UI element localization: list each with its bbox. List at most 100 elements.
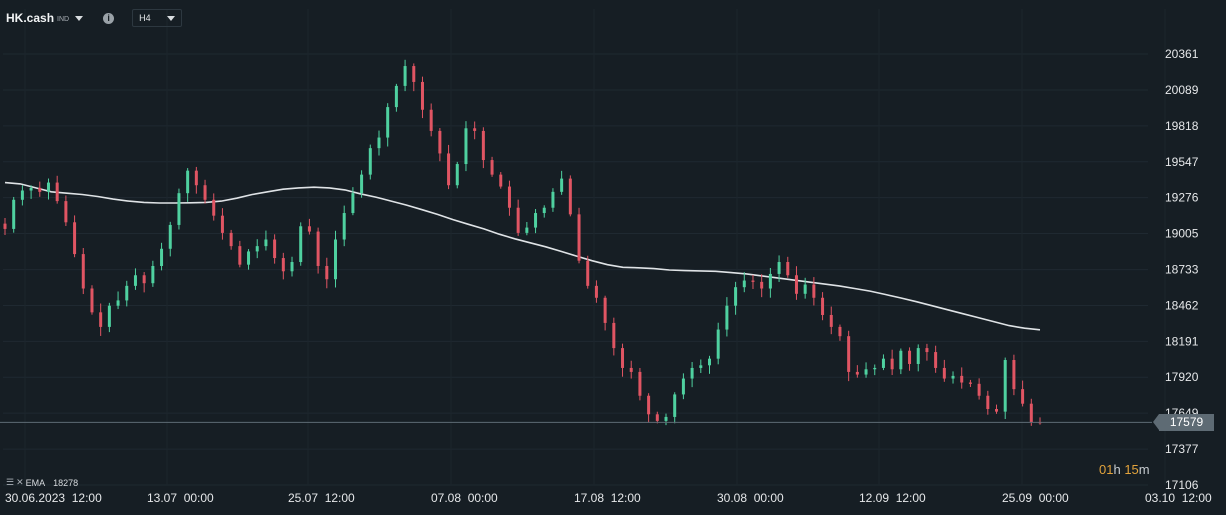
candle-body <box>238 246 242 265</box>
bull-candle <box>542 205 546 218</box>
bear-candle <box>751 274 755 289</box>
candle-body <box>499 174 503 187</box>
bull-candle <box>1003 357 1007 420</box>
bear-candle <box>516 199 520 236</box>
bear-candle <box>890 349 894 376</box>
candle-body <box>290 262 294 272</box>
candle-body <box>855 371 859 375</box>
bear-candle <box>655 411 659 424</box>
candle-body <box>281 258 285 272</box>
timeframe-select[interactable]: H4 <box>132 9 182 27</box>
candle-body <box>777 262 781 274</box>
candle-body <box>473 128 477 131</box>
bear-candle <box>594 280 598 303</box>
bear-candle <box>986 390 990 415</box>
candle-body <box>107 305 111 327</box>
candle-body <box>725 305 729 330</box>
candle-body <box>986 395 990 409</box>
bull-candle <box>168 221 172 257</box>
candle-body <box>908 350 912 364</box>
bull-candle <box>551 188 555 212</box>
candle-body <box>681 378 685 395</box>
candle-body <box>142 275 146 284</box>
candle-body <box>255 246 259 252</box>
bull-candle <box>777 255 781 282</box>
candle-body <box>647 395 651 415</box>
candle-body <box>438 130 442 154</box>
candle-body <box>55 182 59 202</box>
x-tick-label: 12.09 12:00 <box>859 491 926 505</box>
bear-candle <box>1029 398 1033 426</box>
bear-candle <box>942 359 946 382</box>
candle-body <box>734 287 738 306</box>
bear-candle <box>603 295 607 331</box>
candle-body <box>760 281 764 289</box>
legend-settings-icon[interactable]: ☰ <box>6 477 14 487</box>
candle-countdown: 01h 15m <box>1099 462 1150 477</box>
candle-body <box>81 254 85 289</box>
candle-body <box>603 297 607 323</box>
candle-body <box>334 239 338 280</box>
candle-body <box>203 185 207 200</box>
candle-body <box>133 275 137 286</box>
bear-candle <box>447 144 451 190</box>
candle-body <box>3 223 7 229</box>
bull-candle <box>342 205 346 247</box>
info-icon[interactable]: i <box>103 12 115 24</box>
candle-body <box>899 350 903 370</box>
bull-candle <box>734 281 738 315</box>
candle-body <box>812 284 816 298</box>
y-tick-label: 20361 <box>1165 47 1199 61</box>
bear-candle <box>307 218 311 235</box>
countdown-hours-unit: h <box>1113 462 1121 477</box>
legend-remove-icon[interactable]: ✕ <box>16 477 23 487</box>
candle-body <box>220 215 224 233</box>
bear-candle <box>273 234 277 264</box>
y-tick-label: 17377 <box>1165 442 1199 456</box>
bear-candle <box>829 306 833 335</box>
candle-body <box>742 280 746 288</box>
candle-body <box>360 174 364 194</box>
x-tick-label: 13.07 00:00 <box>147 491 214 505</box>
candle-body <box>12 199 16 229</box>
candle-body <box>881 358 885 368</box>
candle-body <box>977 383 981 396</box>
bear-candle <box>507 180 511 216</box>
candle-body <box>699 365 703 368</box>
x-tick-label: 03.10 12:00 <box>1145 491 1212 505</box>
bear-candle <box>812 277 816 306</box>
bear-candle <box>481 127 485 169</box>
bull-candle <box>951 371 955 384</box>
x-tick-label: 07.08 00:00 <box>431 491 498 505</box>
symbol-name[interactable]: HK.cash <box>6 11 55 25</box>
x-tick-label: 25.09 00:00 <box>1002 491 1069 505</box>
candle-body <box>464 128 468 165</box>
candle-body <box>751 280 755 282</box>
bear-candle <box>838 324 842 341</box>
candle-body <box>934 352 938 368</box>
candle-body <box>64 201 68 223</box>
candle-body <box>560 178 564 192</box>
bear-candle <box>960 367 964 389</box>
bear-candle <box>638 367 642 401</box>
symbol-dropdown-chevron-down-icon[interactable] <box>75 15 84 21</box>
bull-candle <box>455 161 459 189</box>
candle-body <box>916 348 920 364</box>
bull-candle <box>133 268 137 290</box>
bull-candle <box>394 83 398 112</box>
candle-body <box>247 251 251 265</box>
y-tick-label: 19547 <box>1165 155 1199 169</box>
bear-candle <box>229 229 233 250</box>
bull-candle <box>864 362 868 378</box>
bull-candle <box>707 355 711 374</box>
bull-candle <box>664 413 668 426</box>
y-tick-label: 19818 <box>1165 119 1199 133</box>
bull-candle <box>881 354 885 371</box>
candle-body <box>125 285 129 301</box>
bear-candle <box>786 256 790 278</box>
candle-body <box>995 408 999 412</box>
bull-candle <box>29 185 33 199</box>
x-tick-label: 17.08 12:00 <box>574 491 641 505</box>
bear-candle <box>968 379 972 388</box>
